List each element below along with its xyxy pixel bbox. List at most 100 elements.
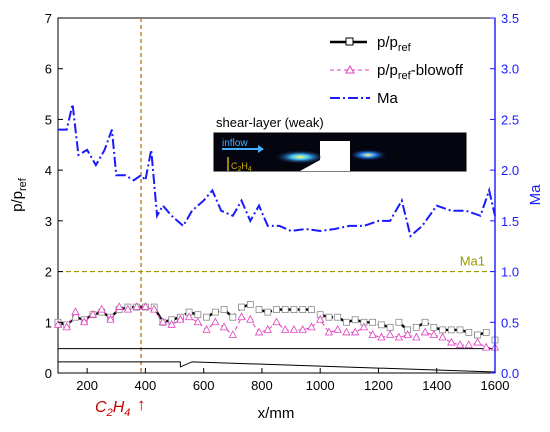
y-left-tick-label: 7 (45, 11, 52, 26)
y-right-tick-label: 0.5 (501, 315, 519, 330)
data-point-p-ref (211, 308, 219, 316)
inset-cavity-block (320, 141, 350, 171)
y-left-axis-label: p/pref (9, 177, 29, 212)
data-point-p-ref-blowoff (97, 304, 106, 313)
data-point-p-ref-blowoff (149, 304, 159, 313)
data-point-p-ref-blowoff (342, 327, 351, 336)
y-left-tick-label: 1 (45, 315, 52, 330)
data-point-p-ref (482, 329, 490, 336)
x-tick-label: 800 (251, 378, 273, 393)
data-point-p-ref (203, 313, 210, 321)
data-point-p-ref (308, 306, 315, 314)
data-point-p-ref-blowoff (420, 327, 430, 336)
legend-marker-p-ref-blowoff (345, 64, 355, 74)
series-line-ma (58, 103, 496, 238)
data-point-p-ref-blowoff (254, 327, 264, 336)
data-point-p-ref-blowoff (298, 325, 307, 333)
data-point-p-ref (456, 326, 464, 334)
series-line-p-ref-blowoff (57, 306, 495, 349)
legend-marker-p-ref (345, 37, 354, 46)
data-point-p-ref (369, 318, 377, 326)
legend-label-p-ref-blowoff: p/pref-blowoff (377, 62, 464, 82)
data-point-p-ref-blowoff (272, 317, 281, 326)
data-point-p-ref (264, 308, 272, 316)
data-point-p-ref-blowoff (438, 332, 447, 341)
y-left-tick-label: 0 (45, 366, 52, 381)
inset-flame-2 (352, 149, 392, 161)
data-point-p-ref-blowoff (324, 327, 334, 336)
data-point-p-ref (273, 306, 280, 314)
data-point-p-ref-blowoff (237, 312, 246, 321)
data-point-p-ref-blowoff (193, 317, 203, 326)
inset-cavity-ramp (300, 160, 320, 171)
data-point-p-ref-blowoff (350, 327, 360, 336)
data-point-p-ref-blowoff (359, 322, 369, 331)
data-point-p-ref-blowoff (455, 340, 465, 349)
ma1-reference-label: Ma1 (460, 254, 485, 269)
inset-flame-1 (269, 150, 321, 164)
y-right-tick-label: 0.0 (501, 366, 519, 381)
y-left-tick-label: 5 (45, 112, 52, 127)
y-right-tick-label: 1.0 (501, 265, 519, 280)
data-point-p-ref-blowoff (71, 307, 80, 316)
geometry-lower-wall (58, 361, 496, 373)
data-point-p-ref-blowoff (202, 325, 211, 333)
y-right-tick-label: 2.5 (501, 112, 519, 127)
data-point-p-ref (325, 313, 333, 321)
y-left-tick-label: 2 (45, 265, 52, 280)
data-point-p-ref-blowoff (263, 325, 272, 333)
data-point-p-ref-blowoff (115, 302, 124, 310)
svg-text:C2H4: C2H4 (95, 399, 130, 419)
legend: p/pref p/pref-blowoff Ma (330, 34, 464, 107)
inset-injector-label: C2H4 (231, 161, 252, 173)
data-point-p-ref-blowoff (228, 330, 237, 338)
inset-flow-image: shear-layer (weak) inflow (213, 115, 467, 173)
data-point-p-ref-blowoff (307, 322, 316, 331)
data-point-p-ref-blowoff (429, 330, 438, 338)
data-point-p-ref-blowoff (385, 330, 395, 338)
x-axis-label: x/mm (258, 405, 295, 422)
data-point-p-ref-blowoff (316, 314, 325, 323)
inflow-arrowhead-icon (258, 145, 264, 153)
data-point-p-ref (194, 311, 202, 319)
data-point-p-ref-blowoff (53, 319, 63, 328)
data-point-p-ref (343, 318, 350, 326)
series-markers-p-ref-blowoff (53, 302, 500, 351)
data-point-p-ref (334, 313, 342, 321)
y-right-axis-ticks: 0.0 0.5 1.0 1.5 2.0 2.5 3.0 3.5 (490, 11, 519, 381)
data-point-p-ref-blowoff (158, 317, 168, 326)
x-tick-label: 1600 (481, 378, 510, 393)
data-point-p-ref-blowoff (132, 302, 141, 310)
y-right-tick-label: 2.0 (501, 163, 519, 178)
data-point-p-ref-blowoff (368, 330, 377, 338)
data-point-p-ref (351, 316, 359, 324)
data-point-p-ref-blowoff (464, 340, 473, 349)
y-right-axis-label: Ma (527, 184, 544, 205)
data-point-p-ref-blowoff (211, 317, 220, 326)
data-point-p-ref-blowoff (246, 314, 255, 323)
x-tick-label: 400 (135, 378, 157, 393)
data-point-p-ref (439, 326, 446, 334)
data-point-p-ref (281, 306, 289, 314)
data-point-p-ref (474, 331, 481, 339)
data-point-p-ref (421, 318, 429, 326)
data-point-p-ref (229, 313, 237, 321)
data-point-p-ref (255, 306, 263, 314)
data-point-p-ref (246, 301, 254, 308)
y-left-axis-ticks: 0 1 2 3 4 5 6 7 (45, 11, 63, 381)
injection-arrow-icon: ↑ (137, 395, 146, 414)
data-point-p-ref (299, 306, 307, 314)
y-right-tick-label: 1.5 (501, 214, 519, 229)
inset-inflow-label: inflow (222, 138, 248, 149)
inset-title: shear-layer (weak) (216, 115, 324, 130)
legend-label-p-ref: p/pref (377, 34, 412, 54)
y-left-tick-label: 3 (45, 214, 52, 229)
svg-text:p/pref: p/pref (9, 177, 29, 212)
data-point-p-ref-blowoff (88, 309, 98, 318)
data-point-p-ref (447, 326, 455, 334)
data-point-p-ref-blowoff (403, 330, 412, 338)
data-point-p-ref (412, 323, 420, 331)
x-tick-label: 1400 (422, 378, 451, 393)
data-point-p-ref-blowoff (80, 317, 89, 326)
